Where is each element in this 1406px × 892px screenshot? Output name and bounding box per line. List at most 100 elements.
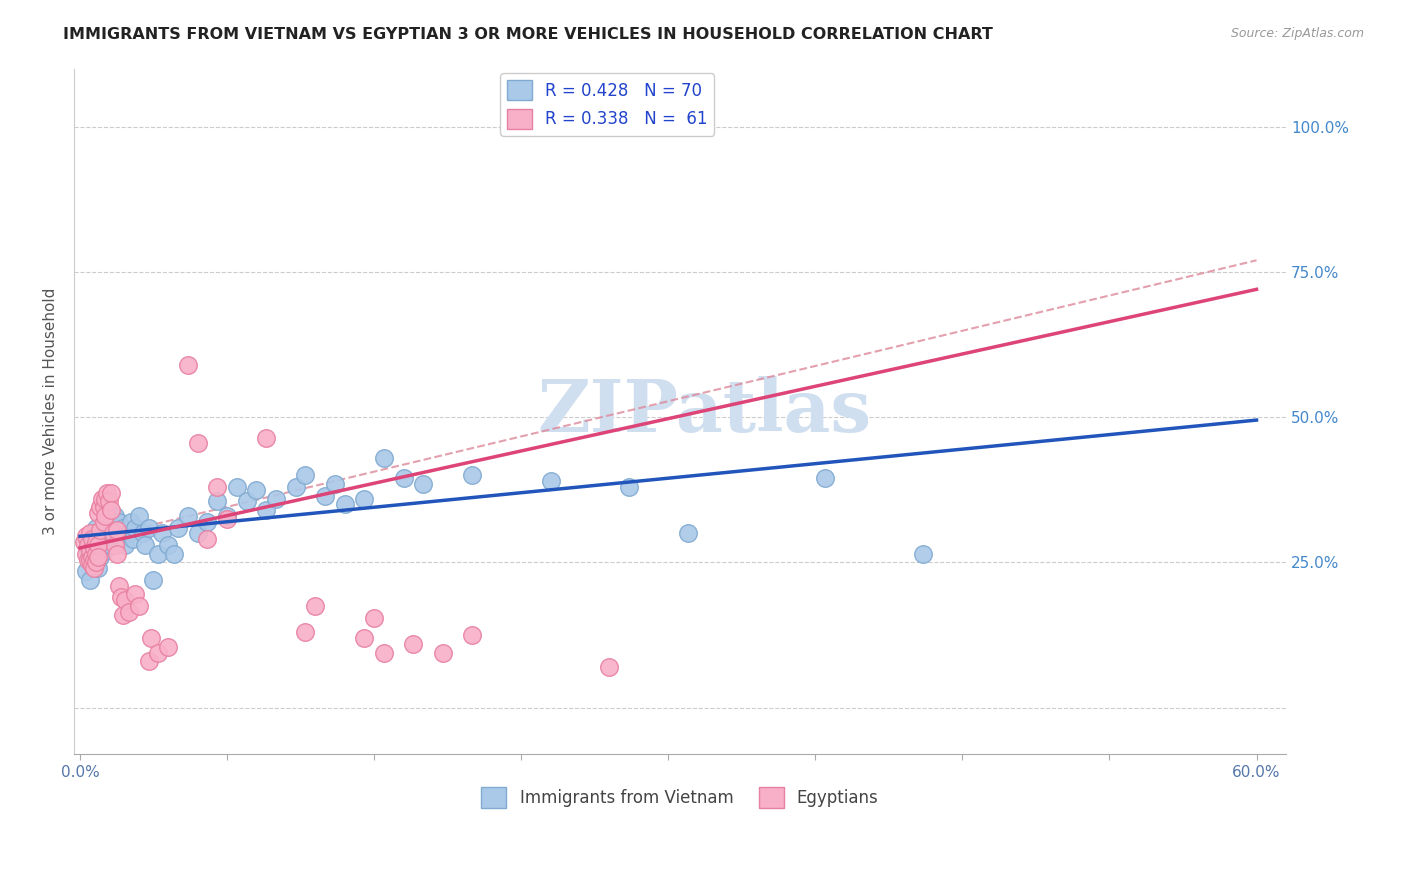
Point [114,593,136,607]
Point [112,520,135,534]
Point [103,526,125,541]
Point [132,526,155,541]
Point [76,552,98,566]
Point [373,450,395,465]
Point [264,491,287,506]
Point [110,591,132,605]
Point [167,520,190,534]
Point [96,508,118,523]
Point [254,503,277,517]
Point [114,538,136,552]
Point [323,477,346,491]
Point [86,538,108,552]
Point [86,506,108,520]
Point [294,625,316,640]
Point [94,508,117,523]
Point [103,520,125,534]
Point [83,552,105,566]
Point [157,538,180,552]
Point [84,547,107,561]
Point [314,489,336,503]
Point [90,491,112,506]
Point [207,480,229,494]
Point [83,544,105,558]
Point [100,485,122,500]
Point [139,631,162,645]
Point [75,564,97,578]
Point [254,430,277,444]
Point [84,556,107,570]
Point [110,532,132,546]
Point [598,660,620,674]
Point [100,503,122,517]
Point [112,607,135,622]
Point [83,526,105,541]
Point [363,610,385,624]
Point [163,547,186,561]
Point [138,654,160,668]
Point [461,628,484,642]
Point [207,494,229,508]
Point [187,436,209,450]
Point [432,646,454,660]
Point [80,558,103,573]
Point [118,526,141,541]
Point [284,480,307,494]
Point [412,477,434,491]
Point [215,508,238,523]
Point [187,526,209,541]
Point [118,605,141,619]
Point [98,532,121,546]
Point [353,631,375,645]
Point [76,544,98,558]
Point [392,471,415,485]
Point [79,544,101,558]
Point [79,573,101,587]
Point [108,515,131,529]
Point [93,544,115,558]
Point [94,491,117,506]
Point [197,532,219,546]
Point [108,579,131,593]
Point [105,524,128,538]
Text: ZIPatlas: ZIPatlas [537,376,872,447]
Point [353,491,375,506]
Point [197,515,219,529]
Point [93,500,115,515]
Point [124,520,146,534]
Point [86,538,108,552]
Point [84,556,107,570]
Point [96,485,118,500]
Text: Source: ZipAtlas.com: Source: ZipAtlas.com [1230,27,1364,40]
Point [79,549,101,564]
Point [225,480,247,494]
Point [100,538,122,552]
Point [124,587,146,601]
Text: IMMIGRANTS FROM VIETNAM VS EGYPTIAN 3 OR MORE VEHICLES IN HOUSEHOLD CORRELATION : IMMIGRANTS FROM VIETNAM VS EGYPTIAN 3 OR… [63,27,993,42]
Point [676,526,699,541]
Point [93,515,115,529]
Point [105,526,128,541]
Point [120,515,142,529]
Point [93,520,115,534]
Point [80,532,103,546]
Point [150,526,173,541]
Point [98,494,121,508]
Point [83,561,105,575]
Point [215,512,238,526]
Point [98,515,121,529]
Point [138,520,160,534]
Point [76,538,98,552]
Point [89,524,111,538]
Point [540,474,562,488]
Point [177,508,200,523]
Point [461,468,484,483]
Point [84,520,107,534]
Point [157,640,180,654]
Point [90,532,112,546]
Point [86,549,108,564]
Point [89,526,111,541]
Point [373,646,395,660]
Point [79,526,101,541]
Point [141,573,163,587]
